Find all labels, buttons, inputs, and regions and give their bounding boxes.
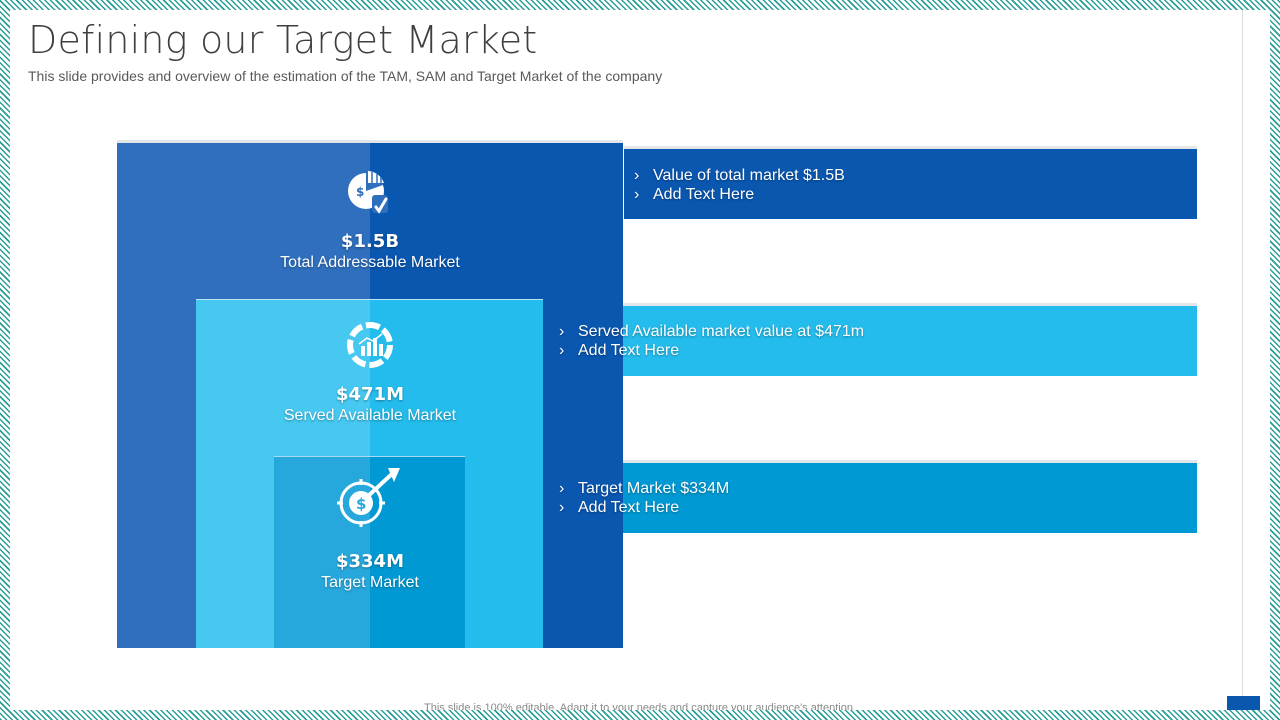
tam-label: Total Addressable Market (280, 254, 460, 271)
chevron-right-icon: › (559, 342, 565, 359)
target-bullets: › Target Market $334M › Add Text Here (559, 479, 729, 517)
chevron-right-icon: › (559, 499, 565, 516)
target-box (274, 457, 465, 648)
svg-text:$: $ (356, 495, 366, 513)
list-item: › Add Text Here (559, 499, 680, 516)
chevron-right-icon: › (559, 480, 565, 497)
target-value: $334M (335, 551, 404, 572)
tam-band (624, 149, 1197, 219)
page-title: Defining our Target Market (28, 18, 538, 62)
tam-box-shadow (117, 140, 623, 143)
slide: Defining our Target Market This slide pr… (10, 10, 1270, 710)
dollar-target-arrow-icon: $ (336, 466, 402, 533)
list-item: › Served Available market value at $471m (559, 323, 865, 340)
bar-chart-donut-icon (345, 320, 395, 375)
target-label: Target Market (321, 574, 419, 591)
list-item: › Add Text Here (634, 186, 755, 203)
chevron-right-icon: › (559, 323, 565, 340)
tam-bullets: › Value of total market $1.5B › Add Text H… (634, 166, 845, 204)
target-box-shade (274, 457, 370, 648)
sam-bullets: › Served Available market value at $471m … (559, 322, 864, 360)
tam-value: $1.5B (340, 231, 400, 252)
sam-band (543, 306, 1197, 376)
svg-text:$: $ (356, 185, 364, 199)
sam-label: Served Available Market (283, 407, 457, 424)
list-item: › Target Market $334M (559, 480, 730, 497)
list-item: › Add Text Here (559, 342, 680, 359)
list-item: › Value of total market $1.5B (634, 167, 845, 184)
chevron-right-icon: › (634, 167, 640, 184)
pie-chart-money-icon: $ (346, 167, 398, 224)
sam-value: $471M (335, 384, 404, 405)
page-subtitle: This slide provides and overview of the … (28, 68, 663, 84)
footer-note: This slide is 100% editable. Adapt it to… (424, 702, 856, 710)
corner-accent (1227, 696, 1260, 710)
divider (1242, 10, 1243, 710)
chevron-right-icon: › (634, 186, 640, 203)
